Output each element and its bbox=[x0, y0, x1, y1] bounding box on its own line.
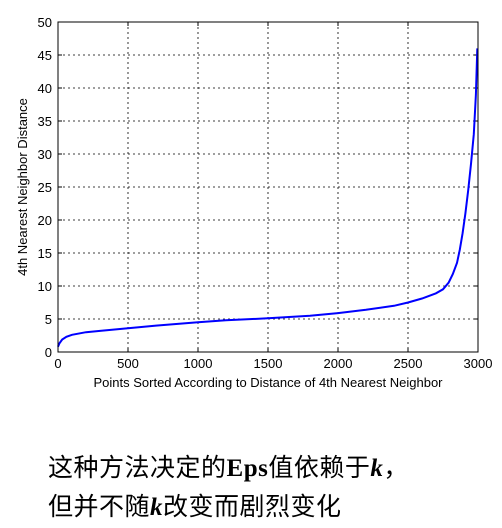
y-tick-label: 25 bbox=[38, 180, 52, 195]
x-axis-label: Points Sorted According to Distance of 4… bbox=[93, 375, 443, 390]
caption-eps: Eps bbox=[226, 455, 269, 482]
x-tick-label: 2000 bbox=[324, 356, 353, 371]
y-axis-label: 4th Nearest Neighbor Distance bbox=[15, 98, 30, 276]
x-tick-label: 500 bbox=[117, 356, 139, 371]
y-tick-label: 20 bbox=[38, 213, 52, 228]
y-tick-label: 5 bbox=[45, 312, 52, 327]
x-axis-ticks: 0 500 1000 1500 2000 2500 3000 bbox=[54, 22, 492, 371]
y-tick-label: 40 bbox=[38, 81, 52, 96]
grid-lines bbox=[58, 22, 478, 352]
series-line bbox=[57, 48, 479, 348]
x-tick-label: 2500 bbox=[394, 356, 423, 371]
caption-text: 但并不随 bbox=[48, 492, 151, 521]
caption-k: k bbox=[370, 455, 384, 482]
caption-text: 这种方法决定的 bbox=[48, 453, 227, 482]
y-axis-ticks: 0 5 10 15 20 25 30 35 40 45 50 bbox=[38, 15, 478, 360]
x-tick-label: 0 bbox=[54, 356, 61, 371]
y-tick-label: 35 bbox=[38, 114, 52, 129]
x-tick-label: 1500 bbox=[254, 356, 283, 371]
y-tick-label: 50 bbox=[38, 15, 52, 30]
y-tick-label: 30 bbox=[38, 147, 52, 162]
y-tick-label: 45 bbox=[38, 48, 52, 63]
caption-text: 值依赖于 bbox=[268, 453, 371, 482]
y-tick-label: 15 bbox=[38, 246, 52, 261]
y-tick-label: 10 bbox=[38, 279, 52, 294]
caption-text: 改变而剧烈变化 bbox=[163, 492, 342, 521]
x-tick-label: 1000 bbox=[184, 356, 213, 371]
plot-frame bbox=[57, 21, 479, 353]
caption-line-2: 但并不随k改变而剧烈变化 bbox=[48, 487, 342, 523]
caption-line-1: 这种方法决定的Eps值依赖于k， bbox=[48, 448, 409, 484]
caption-text: ， bbox=[383, 453, 409, 482]
caption-k: k bbox=[150, 494, 164, 521]
x-tick-label: 3000 bbox=[464, 356, 493, 371]
y-tick-label: 0 bbox=[45, 345, 52, 360]
k-distance-chart: 0 500 1000 1500 2000 2500 3000 0 5 10 15 20 25 30 35 4… bbox=[15, 15, 492, 390]
